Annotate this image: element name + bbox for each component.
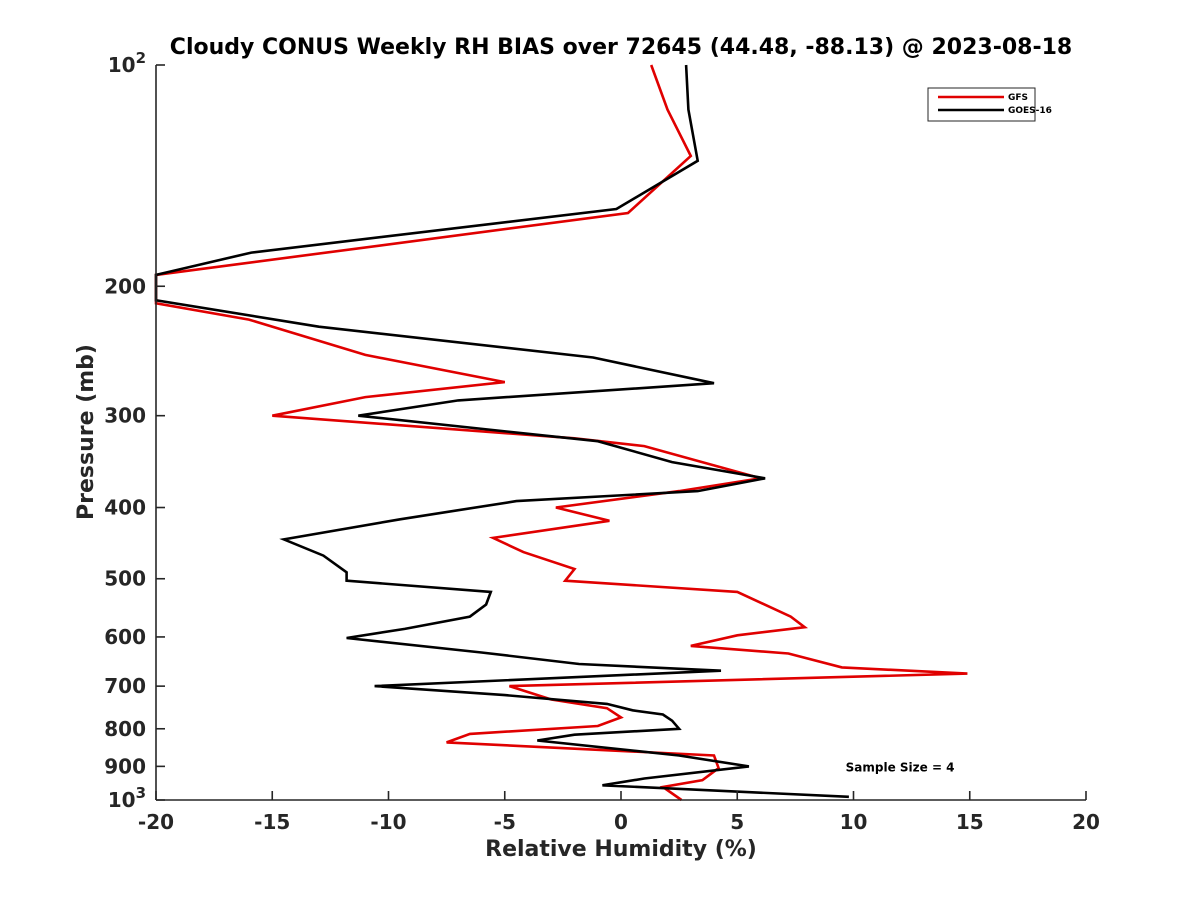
- annotations: Sample Size = 4: [846, 760, 955, 774]
- x-tick-label: -15: [254, 810, 290, 834]
- x-tick-label: 10: [840, 810, 868, 834]
- series-line-goes-16: [154, 64, 849, 799]
- x-axis-label: Relative Humidity (%): [485, 837, 757, 862]
- y-tick-base: 10: [108, 788, 136, 812]
- y-axis-label: Pressure (mb): [74, 344, 99, 520]
- y-tick-label: 103: [108, 784, 146, 812]
- y-tick-label: 600: [104, 625, 146, 649]
- y-tick-label: 102: [108, 49, 146, 77]
- axes: [155, 65, 1086, 801]
- y-tick-base: 500: [104, 567, 146, 591]
- legend-box: [927, 87, 1036, 122]
- legend-label: GFS: [1008, 93, 1028, 103]
- y-tick-base: 200: [104, 274, 146, 298]
- chart-title: Cloudy CONUS Weekly RH BIAS over 72645 (…: [170, 35, 1072, 60]
- y-tick-label: 700: [104, 674, 146, 698]
- legend: GFS GOES-16: [927, 87, 1052, 122]
- x-tick-label: -10: [370, 810, 406, 834]
- y-tick-base: 700: [104, 674, 146, 698]
- y-tick-base: 300: [104, 404, 146, 428]
- x-tick-label: -5: [494, 810, 516, 834]
- x-tick-label: 20: [1072, 810, 1100, 834]
- y-tick-base: 400: [104, 496, 146, 520]
- y-tick-label: 500: [104, 567, 146, 591]
- y-tick-label: 900: [104, 754, 146, 778]
- y-tick-exponent: 2: [136, 49, 146, 67]
- y-tick-exponent: 3: [136, 784, 146, 802]
- x-tick-label: 0: [614, 810, 628, 834]
- y-tick-label: 200: [104, 274, 146, 298]
- y-tick-base: 600: [104, 625, 146, 649]
- y-tick-base: 900: [104, 754, 146, 778]
- y-tick-label: 800: [104, 717, 146, 741]
- y-tick-label: 300: [104, 404, 146, 428]
- series-line-gfs: [154, 64, 968, 802]
- x-tick-label: -20: [138, 810, 174, 834]
- y-tick-label: 400: [104, 496, 146, 520]
- legend-label: GOES-16: [1008, 106, 1052, 116]
- y-tick-base: 800: [104, 717, 146, 741]
- x-tick-label: 15: [956, 810, 984, 834]
- sample-size-annotation: Sample Size = 4: [846, 760, 955, 774]
- x-tick-label: 5: [730, 810, 744, 834]
- plot-area: [154, 64, 968, 802]
- x-ticks: -20 -15 -10 -5 0 5 10 15 20: [138, 791, 1100, 834]
- y-tick-base: 10: [108, 53, 136, 77]
